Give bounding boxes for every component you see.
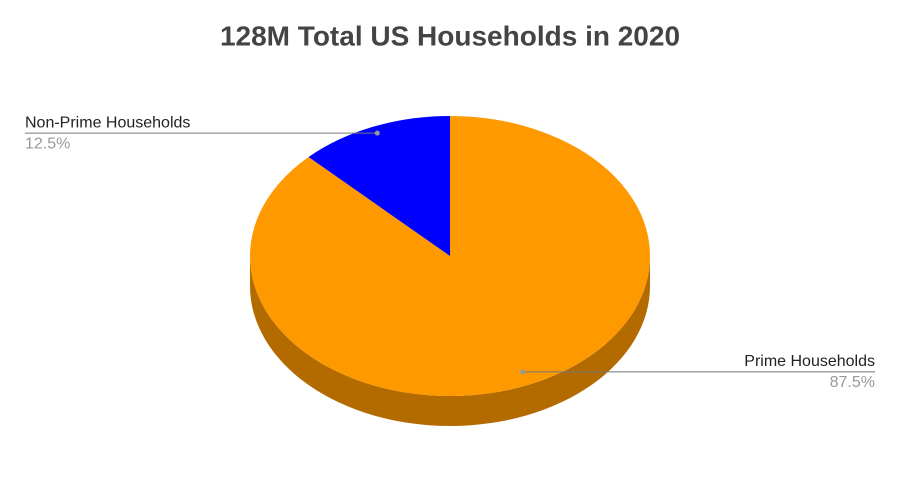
pie-side [250,256,650,426]
leader-dot [520,369,526,375]
slice-label: Prime Households [744,353,875,370]
leader-dot [374,130,380,136]
pie-slice [308,116,450,256]
slice-label: Non-Prime Households [25,114,190,131]
slice-value-label: 87.5% [830,374,875,391]
chart-title: 128M Total US Households in 2020 [220,20,680,51]
pie-slice [249,116,650,396]
slice-value-label: 12.5% [25,135,70,152]
